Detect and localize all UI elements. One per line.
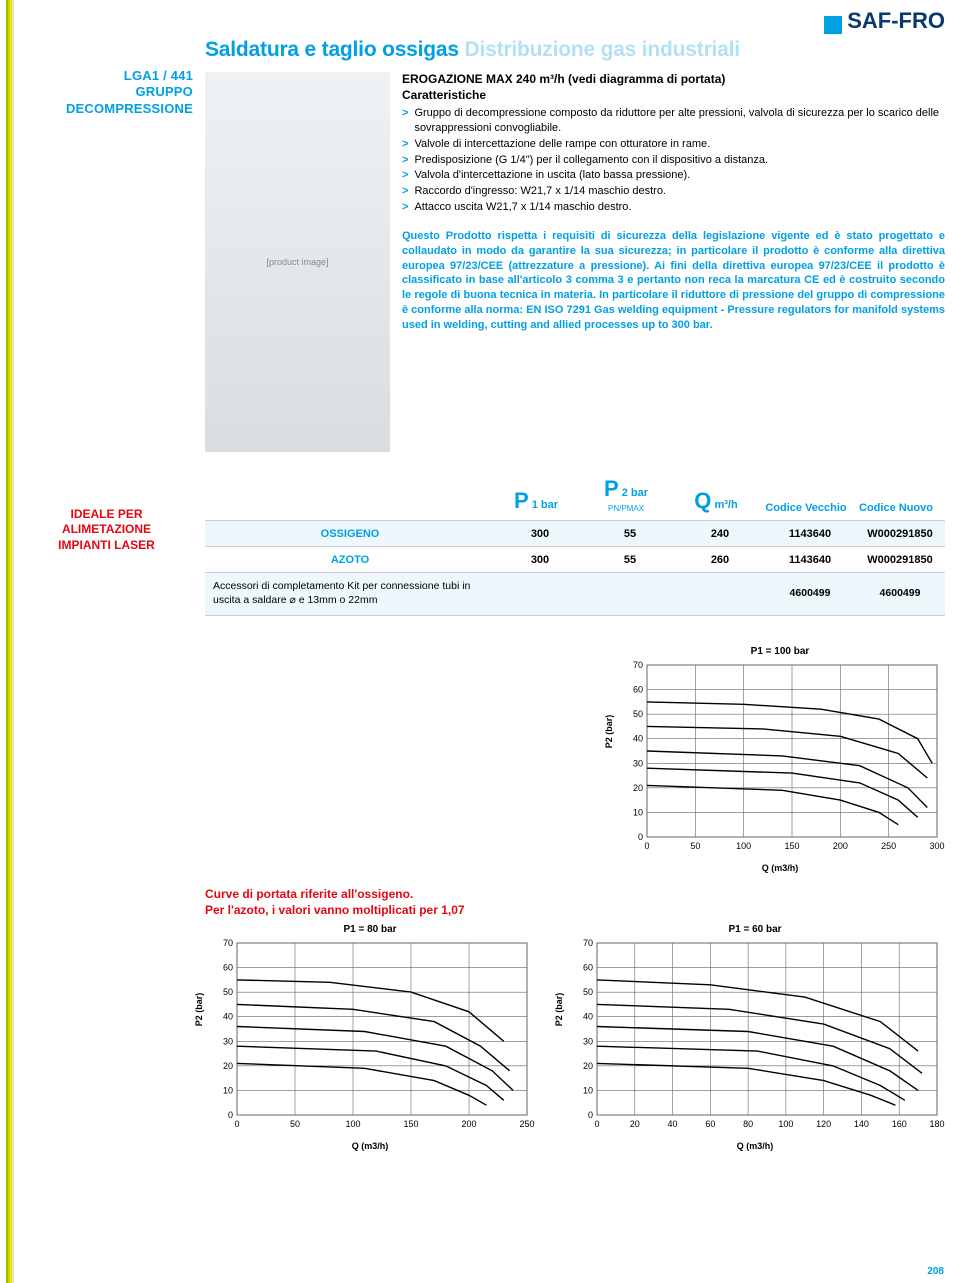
svg-text:50: 50 (223, 987, 233, 997)
brand-logo: SAF-FRO (824, 8, 945, 34)
svg-text:150: 150 (403, 1119, 418, 1129)
model-line-1: LGA1 / 441 (20, 68, 193, 84)
svg-text:0: 0 (588, 1110, 593, 1120)
svg-text:200: 200 (833, 841, 848, 851)
svg-text:20: 20 (633, 783, 643, 793)
bullet-arrow-icon: > (402, 137, 408, 152)
svg-text:0: 0 (228, 1110, 233, 1120)
svg-text:40: 40 (583, 1012, 593, 1022)
spec-subheading: Caratteristiche (402, 88, 945, 102)
svg-text:120: 120 (816, 1119, 831, 1129)
svg-text:140: 140 (854, 1119, 869, 1129)
svg-text:250: 250 (881, 841, 896, 851)
charts-section: P1 = 100 barP2 (bar)01020304050607005010… (205, 646, 945, 1151)
table-row-accessory: Accessori di completamento Kit per conne… (205, 572, 945, 616)
svg-text:100: 100 (778, 1119, 793, 1129)
svg-text:60: 60 (583, 963, 593, 973)
spec-bullet: >Valvole di intercettazione delle rampe … (402, 137, 945, 152)
svg-text:40: 40 (633, 734, 643, 744)
chart-p1-60: P1 = 60 barP2 (bar)010203040506070020406… (565, 924, 945, 1151)
spec-heading: EROGAZIONE MAX 240 m³/h (vedi diagramma … (402, 72, 945, 86)
table-row: AZOTO 300 55 260 1143640 W000291850 (205, 546, 945, 572)
spec-table: P 1 bar P 2 barPN/PMAX Q m³/h Codice Vec… (205, 476, 945, 616)
bullet-arrow-icon: > (402, 184, 408, 199)
svg-text:30: 30 (583, 1036, 593, 1046)
chart-p1-100: P1 = 100 barP2 (bar)01020304050607005010… (615, 646, 945, 873)
bullet-arrow-icon: > (402, 106, 408, 136)
svg-text:100: 100 (736, 841, 751, 851)
svg-text:50: 50 (583, 987, 593, 997)
svg-text:50: 50 (633, 709, 643, 719)
model-line-3: DECOMPRESSIONE (20, 101, 193, 117)
table-header: P 1 bar P 2 barPN/PMAX Q m³/h Codice Vec… (205, 476, 945, 514)
svg-text:30: 30 (633, 758, 643, 768)
svg-text:0: 0 (638, 832, 643, 842)
spec-bullet: >Gruppo di decompressione composto da ri… (402, 106, 945, 136)
svg-text:100: 100 (345, 1119, 360, 1129)
bullet-arrow-icon: > (402, 200, 408, 215)
svg-text:40: 40 (223, 1012, 233, 1022)
chart-p1-80: P1 = 80 barP2 (bar)010203040506070050100… (205, 924, 535, 1151)
svg-text:20: 20 (583, 1061, 593, 1071)
svg-text:60: 60 (223, 963, 233, 973)
svg-text:180: 180 (929, 1119, 944, 1129)
svg-text:40: 40 (668, 1119, 678, 1129)
svg-text:0: 0 (594, 1119, 599, 1129)
svg-text:70: 70 (223, 939, 233, 948)
brand-name: SAF-FRO (847, 8, 945, 34)
legal-text: Questo Prodotto rispetta i requisiti di … (402, 229, 945, 333)
svg-text:0: 0 (234, 1119, 239, 1129)
chart-caption: Curve di portata riferite all'ossigeno. … (205, 887, 945, 918)
svg-text:0: 0 (644, 841, 649, 851)
svg-text:10: 10 (223, 1086, 233, 1096)
model-block: LGA1 / 441 GRUPPO DECOMPRESSIONE (20, 68, 193, 117)
model-line-2: GRUPPO (20, 84, 193, 100)
svg-text:70: 70 (583, 939, 593, 948)
ideal-block: IDEALE PER ALIMETAZIONE IMPIANTI LASER (20, 507, 193, 554)
page-title: Saldatura e taglio ossigas Distribuzione… (205, 38, 945, 62)
svg-text:60: 60 (705, 1119, 715, 1129)
product-photo: [product image] (205, 72, 390, 452)
svg-text:80: 80 (743, 1119, 753, 1129)
svg-text:10: 10 (633, 807, 643, 817)
svg-text:20: 20 (630, 1119, 640, 1129)
svg-text:10: 10 (583, 1086, 593, 1096)
svg-text:160: 160 (892, 1119, 907, 1129)
svg-text:50: 50 (690, 841, 700, 851)
spec-bullet: >Predisposizione (G 1/4") per il collega… (402, 153, 945, 168)
spec-bullet: >Raccordo d'ingresso: W21,7 x 1/14 masch… (402, 184, 945, 199)
spec-bullet: >Attacco uscita W21,7 x 1/14 maschio des… (402, 200, 945, 215)
svg-text:60: 60 (633, 685, 643, 695)
spec-bullet: >Valvola d'intercettazione in uscita (la… (402, 168, 945, 183)
svg-text:150: 150 (784, 841, 799, 851)
spec-bullets: >Gruppo di decompressione composto da ri… (402, 106, 945, 215)
table-row: OSSIGENO 300 55 240 1143640 W000291850 (205, 520, 945, 546)
svg-text:20: 20 (223, 1061, 233, 1071)
svg-text:250: 250 (519, 1119, 534, 1129)
logo-square-icon (824, 16, 842, 34)
svg-text:30: 30 (223, 1036, 233, 1046)
svg-text:70: 70 (633, 661, 643, 670)
page-number: 208 (927, 1266, 944, 1277)
bullet-arrow-icon: > (402, 153, 408, 168)
bullet-arrow-icon: > (402, 168, 408, 183)
svg-text:300: 300 (929, 841, 944, 851)
svg-text:50: 50 (290, 1119, 300, 1129)
svg-text:200: 200 (461, 1119, 476, 1129)
